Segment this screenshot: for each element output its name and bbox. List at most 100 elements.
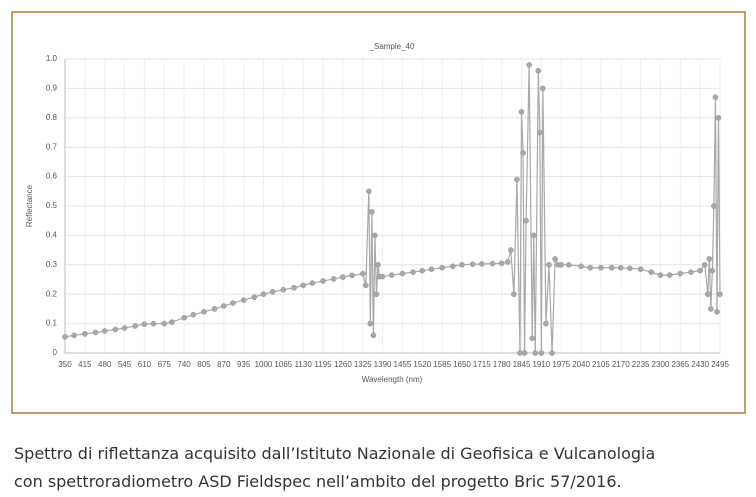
series-line xyxy=(64,64,721,354)
data-point xyxy=(714,308,720,315)
x-tick-label: 1000 xyxy=(255,360,273,369)
x-tick-label: 415 xyxy=(78,360,92,369)
x-tick-label: 1260 xyxy=(334,360,352,369)
data-point xyxy=(514,176,520,183)
data-point xyxy=(523,217,529,224)
data-point xyxy=(511,291,517,298)
data-point xyxy=(375,261,381,268)
data-point xyxy=(578,263,584,270)
data-point xyxy=(536,129,543,136)
data-point xyxy=(330,276,337,282)
data-point xyxy=(365,188,372,195)
data-point xyxy=(181,314,187,321)
data-point xyxy=(657,272,664,278)
x-tick-label: 1650 xyxy=(453,360,471,369)
x-tick-label: 2495 xyxy=(711,360,729,369)
data-point xyxy=(369,209,375,215)
data-point xyxy=(112,326,119,333)
data-point xyxy=(498,260,505,267)
data-point xyxy=(309,280,316,286)
x-tick-label: 1975 xyxy=(552,360,570,369)
x-tick-label: 2040 xyxy=(572,360,590,369)
x-tick-label: 545 xyxy=(118,360,132,369)
data-point xyxy=(251,294,258,300)
x-tick-label: 1325 xyxy=(354,360,372,369)
data-point xyxy=(291,284,297,291)
data-point xyxy=(587,264,594,271)
data-point xyxy=(518,109,525,115)
data-point xyxy=(717,291,723,298)
data-point xyxy=(269,288,276,295)
x-tick-label: 870 xyxy=(217,360,231,369)
data-point xyxy=(439,264,445,271)
data-point xyxy=(529,335,536,342)
data-point xyxy=(530,232,537,239)
data-point xyxy=(540,85,546,92)
data-point xyxy=(370,332,377,339)
x-tick-label: 2170 xyxy=(612,360,630,369)
data-point xyxy=(608,264,615,271)
data-point xyxy=(362,282,369,289)
data-point xyxy=(459,261,465,268)
data-point xyxy=(410,269,416,275)
data-point xyxy=(340,274,346,280)
x-tick-label: 2105 xyxy=(592,360,610,369)
y-tick-label: 0 xyxy=(53,348,58,357)
data-point xyxy=(558,261,565,268)
data-point xyxy=(92,329,99,336)
data-point xyxy=(101,328,108,334)
data-point xyxy=(300,282,307,289)
data-point xyxy=(373,291,380,298)
x-tick-label: 675 xyxy=(158,360,172,369)
x-tick-label: 350 xyxy=(58,360,72,369)
data-point xyxy=(598,264,604,271)
data-point xyxy=(543,320,549,327)
data-point xyxy=(526,62,532,68)
x-tick-label: 2430 xyxy=(691,360,709,369)
y-tick-label: 0.3 xyxy=(46,260,58,269)
data-point xyxy=(549,350,555,356)
data-point xyxy=(677,270,684,277)
data-point xyxy=(637,266,644,273)
x-tick-label: 1910 xyxy=(532,360,550,369)
data-point xyxy=(240,297,247,303)
data-point xyxy=(532,350,539,356)
data-point xyxy=(372,232,378,239)
data-point xyxy=(535,67,542,74)
data-point xyxy=(399,270,406,277)
x-tick-label: 1845 xyxy=(513,360,531,369)
data-point xyxy=(169,319,175,325)
data-point xyxy=(648,269,655,275)
data-point xyxy=(666,272,673,278)
data-point xyxy=(359,270,366,277)
y-tick-label: 0.4 xyxy=(46,231,58,240)
x-tick-label: 1455 xyxy=(394,360,412,369)
data-point xyxy=(121,325,128,331)
y-tick-label: 1.0 xyxy=(46,54,58,63)
x-tick-label: 1130 xyxy=(295,360,313,369)
x-tick-label: 2235 xyxy=(632,360,650,369)
data-point xyxy=(260,291,267,298)
x-tick-label: 805 xyxy=(197,360,211,369)
data-point xyxy=(367,320,374,327)
data-point xyxy=(715,114,722,121)
data-point xyxy=(706,256,713,262)
data-point xyxy=(62,333,68,340)
y-tick-label: 0.8 xyxy=(46,113,58,122)
data-point xyxy=(709,267,716,274)
x-tick-label: 610 xyxy=(138,360,152,369)
x-tick-label: 935 xyxy=(237,360,251,369)
data-point xyxy=(489,260,496,267)
data-point xyxy=(141,321,148,328)
data-point xyxy=(521,350,528,356)
data-point xyxy=(552,256,558,262)
data-point xyxy=(546,261,552,268)
data-point xyxy=(520,150,526,156)
data-point xyxy=(132,323,139,329)
data-point xyxy=(201,308,207,315)
data-point xyxy=(707,306,714,312)
data-point xyxy=(711,203,717,209)
data-point xyxy=(712,94,719,101)
data-point xyxy=(150,320,157,327)
x-tick-label: 1520 xyxy=(413,360,431,369)
